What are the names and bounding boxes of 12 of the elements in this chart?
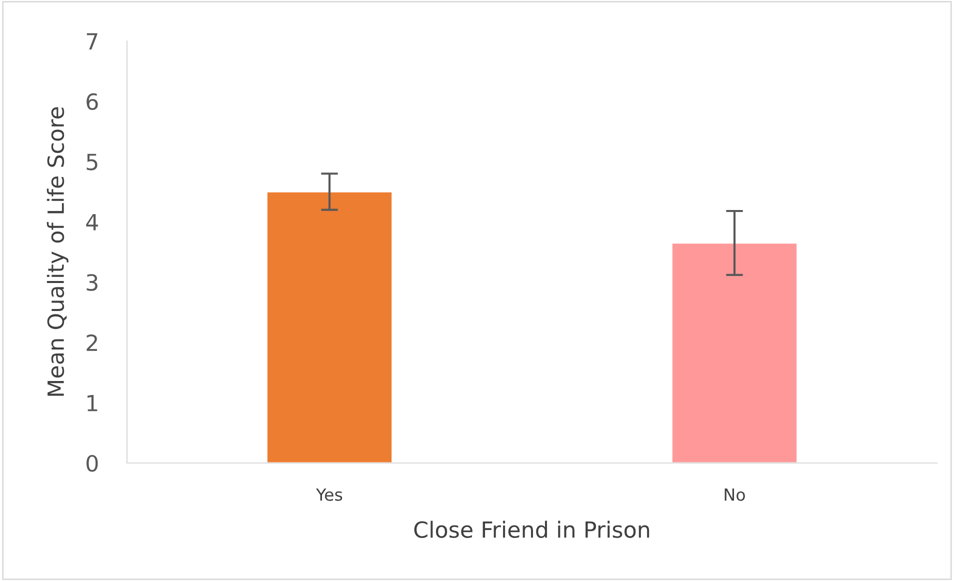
y-axis-title: Mean Quality of Life Score [46,107,68,396]
y-tick-label: 0 [86,454,98,472]
x-tick-label: No [724,488,745,501]
y-tick-label: 6 [86,93,98,110]
y-tick-label: 5 [86,154,98,170]
x-tick-label: Yes [316,488,342,501]
x-axis-title: Close Friend in Prison [414,520,650,538]
y-tick-label: 3 [86,274,98,291]
y-tick-label: 4 [86,214,98,230]
y-tick-label: 2 [86,334,97,351]
y-tick-label: 7 [86,33,98,50]
y-tick-label: 1 [88,394,98,412]
